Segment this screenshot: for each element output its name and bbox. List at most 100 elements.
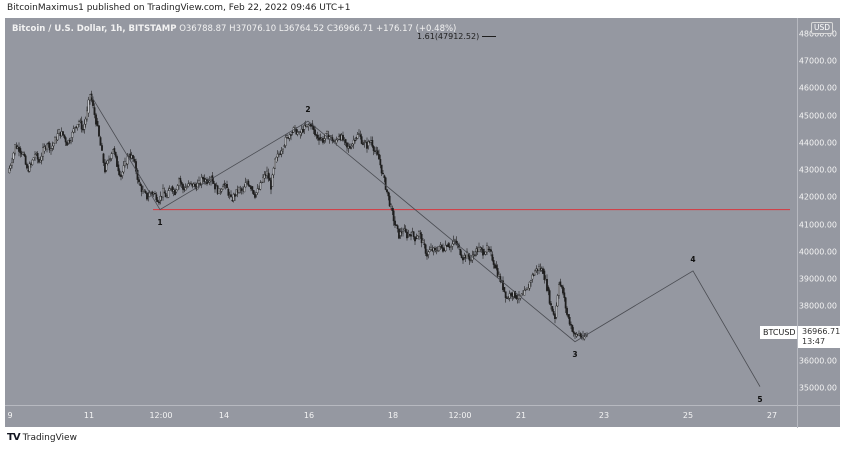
- candle-body: [186, 186, 188, 188]
- candle-body: [572, 331, 575, 334]
- candle-body: [322, 138, 324, 143]
- price-tick: 47000.00: [798, 56, 837, 66]
- candle-body: [117, 164, 120, 172]
- candle-body: [307, 124, 310, 127]
- candle-body: [108, 159, 110, 161]
- candle-body: [32, 157, 35, 161]
- candle-body: [404, 228, 407, 233]
- time-tick: 25: [682, 411, 694, 420]
- candle-body: [125, 163, 128, 166]
- candle-body: [51, 145, 54, 149]
- candle-body: [11, 162, 13, 166]
- candle-body: [532, 274, 535, 276]
- candle-body: [330, 135, 332, 137]
- candle-body: [574, 332, 576, 335]
- candle-body: [356, 134, 359, 139]
- candle-body: [116, 156, 118, 167]
- candle-body: [474, 254, 476, 256]
- candle-body: [283, 145, 286, 147]
- currency-badge[interactable]: USD: [811, 22, 834, 34]
- candle-body: [259, 182, 262, 190]
- candle-body: [371, 139, 374, 147]
- candle-body: [314, 129, 316, 135]
- candle-body: [187, 183, 190, 187]
- chart-plot-area[interactable]: Bitcoin / U.S. Dollar, 1h, BITSTAMP O367…: [5, 18, 799, 405]
- candle-body: [462, 257, 464, 261]
- candle-body: [562, 286, 564, 294]
- candle-body: [95, 114, 97, 125]
- candle-body: [105, 163, 108, 171]
- candle-body: [76, 124, 79, 128]
- brand-name: TradingView: [22, 432, 77, 443]
- candle-body: [82, 129, 84, 131]
- symbol-price-label: BTCUSD: [760, 326, 799, 339]
- candle-body: [175, 189, 178, 193]
- price-tick: 40000.00: [798, 247, 837, 257]
- chart-frame[interactable]: Bitcoin / U.S. Dollar, 1h, BITSTAMP O367…: [5, 18, 841, 428]
- open-key: O: [179, 24, 186, 34]
- candle-body: [559, 281, 562, 286]
- candle-body: [138, 179, 140, 183]
- candle-body: [248, 185, 251, 187]
- candle-body: [430, 246, 432, 250]
- candle-body: [394, 220, 396, 226]
- candle-body: [392, 210, 395, 222]
- candle-body: [155, 194, 158, 201]
- candle-body: [156, 199, 159, 203]
- candle-body: [164, 193, 167, 198]
- candle-body: [232, 194, 235, 201]
- candle-body: [459, 248, 462, 256]
- candle-body: [58, 129, 60, 134]
- candle-body: [438, 246, 440, 252]
- time-tick: 12:00: [448, 411, 472, 420]
- candle-body: [440, 244, 443, 248]
- candle-body: [50, 148, 52, 151]
- candle-body: [484, 251, 487, 255]
- price-tick: 43000.00: [798, 165, 837, 175]
- candle-body: [348, 145, 351, 148]
- candle-body: [468, 256, 471, 261]
- candle-body: [34, 154, 36, 158]
- candle-body: [450, 246, 452, 248]
- price-axis[interactable]: 48000.00 47000.00 46000.00 45000.00 44000.00…: [797, 18, 841, 405]
- candle-body: [360, 136, 363, 144]
- close-value: 36966.71: [332, 24, 374, 34]
- symbol-title: Bitcoin / U.S. Dollar, 1h, BITSTAMP: [12, 24, 177, 34]
- candle-body: [528, 281, 531, 289]
- candle-body: [243, 186, 246, 193]
- candle-body: [171, 186, 174, 192]
- candle-body: [359, 134, 362, 137]
- candle-body: [113, 148, 116, 153]
- candle-body: [28, 163, 31, 172]
- candle-body: [295, 129, 298, 135]
- candle-body: [31, 159, 34, 165]
- time-tick: 14: [218, 411, 230, 420]
- candle-body: [556, 295, 559, 307]
- candle-body: [552, 311, 555, 315]
- candle-body: [376, 150, 379, 155]
- bar-countdown: 13:47: [802, 337, 826, 346]
- candle-body: [147, 196, 150, 198]
- candle-body: [550, 303, 552, 306]
- candle-body: [8, 168, 11, 174]
- time-axis[interactable]: 9 11 12:00 14 16 18 12:00 21 23 25 27: [5, 405, 840, 428]
- candle-body: [110, 153, 113, 159]
- candle-body: [263, 174, 266, 179]
- price-tick: 46000.00: [798, 83, 837, 93]
- candle-body: [367, 141, 370, 146]
- candle-body: [78, 121, 80, 125]
- candle-body: [335, 139, 338, 144]
- candle-body: [282, 148, 284, 152]
- candle-body: [208, 180, 211, 183]
- candle-body: [570, 323, 572, 326]
- candle-body: [382, 172, 384, 175]
- candle-body: [174, 189, 176, 196]
- candle-body: [384, 177, 387, 190]
- candle-body: [220, 188, 223, 192]
- candle-body: [454, 239, 456, 241]
- tradingview-logo-icon: TV: [7, 432, 21, 443]
- wave-label-5: 5: [757, 394, 763, 404]
- candle-body: [219, 190, 222, 193]
- candle-body: [563, 292, 566, 298]
- candle-body: [272, 167, 275, 176]
